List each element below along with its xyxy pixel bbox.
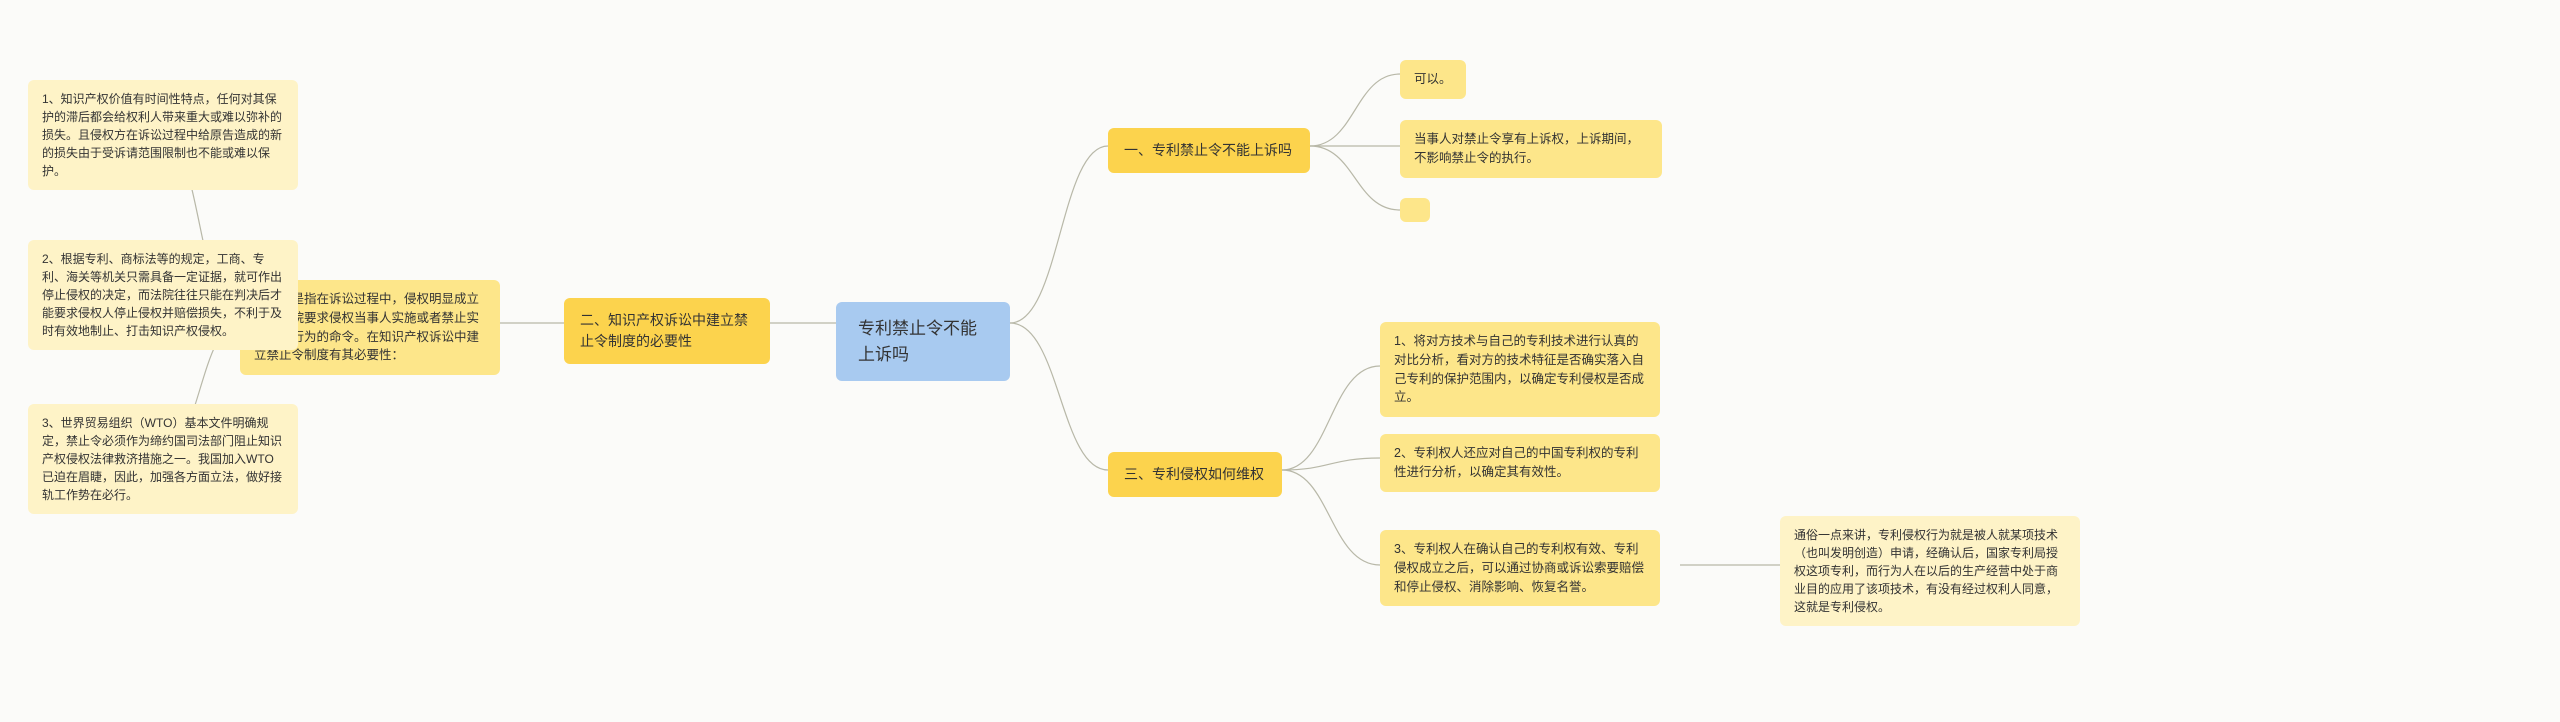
branch-3-child-3-sub[interactable]: 通俗一点来讲，专利侵权行为就是被人就某项技术（也叫发明创造）申请，经确认后，国家… <box>1780 516 2080 626</box>
branch-1-child-2[interactable]: 当事人对禁止令享有上诉权，上诉期间，不影响禁止令的执行。 <box>1400 120 1662 178</box>
branch-1-child-3[interactable] <box>1400 198 1430 222</box>
branch-3[interactable]: 三、专利侵权如何维权 <box>1108 452 1282 497</box>
branch-2[interactable]: 二、知识产权诉讼中建立禁止令制度的必要性 <box>564 298 770 364</box>
branch-3-child-3[interactable]: 3、专利权人在确认自己的专利权有效、专利侵权成立之后，可以通过协商或诉讼索要赔偿… <box>1380 530 1660 606</box>
root-node[interactable]: 专利禁止令不能上诉吗 <box>836 302 1010 381</box>
branch-2-child-1[interactable]: 1、知识产权价值有时间性特点，任何对其保护的滞后都会给权利人带来重大或难以弥补的… <box>28 80 298 190</box>
branch-2-child-2[interactable]: 2、根据专利、商标法等的规定，工商、专利、海关等机关只需具备一定证据，就可作出停… <box>28 240 298 350</box>
branch-3-child-1[interactable]: 1、将对方技术与自己的专利技术进行认真的对比分析，看对方的技术特征是否确实落入自… <box>1380 322 1660 417</box>
branch-1-child-1[interactable]: 可以。 <box>1400 60 1466 99</box>
branch-3-child-2[interactable]: 2、专利权人还应对自己的中国专利权的专利性进行分析，以确定其有效性。 <box>1380 434 1660 492</box>
branch-2-child-3[interactable]: 3、世界贸易组织（WTO）基本文件明确规定，禁止令必须作为缔约国司法部门阻止知识… <box>28 404 298 514</box>
branch-1[interactable]: 一、专利禁止令不能上诉吗 <box>1108 128 1310 173</box>
